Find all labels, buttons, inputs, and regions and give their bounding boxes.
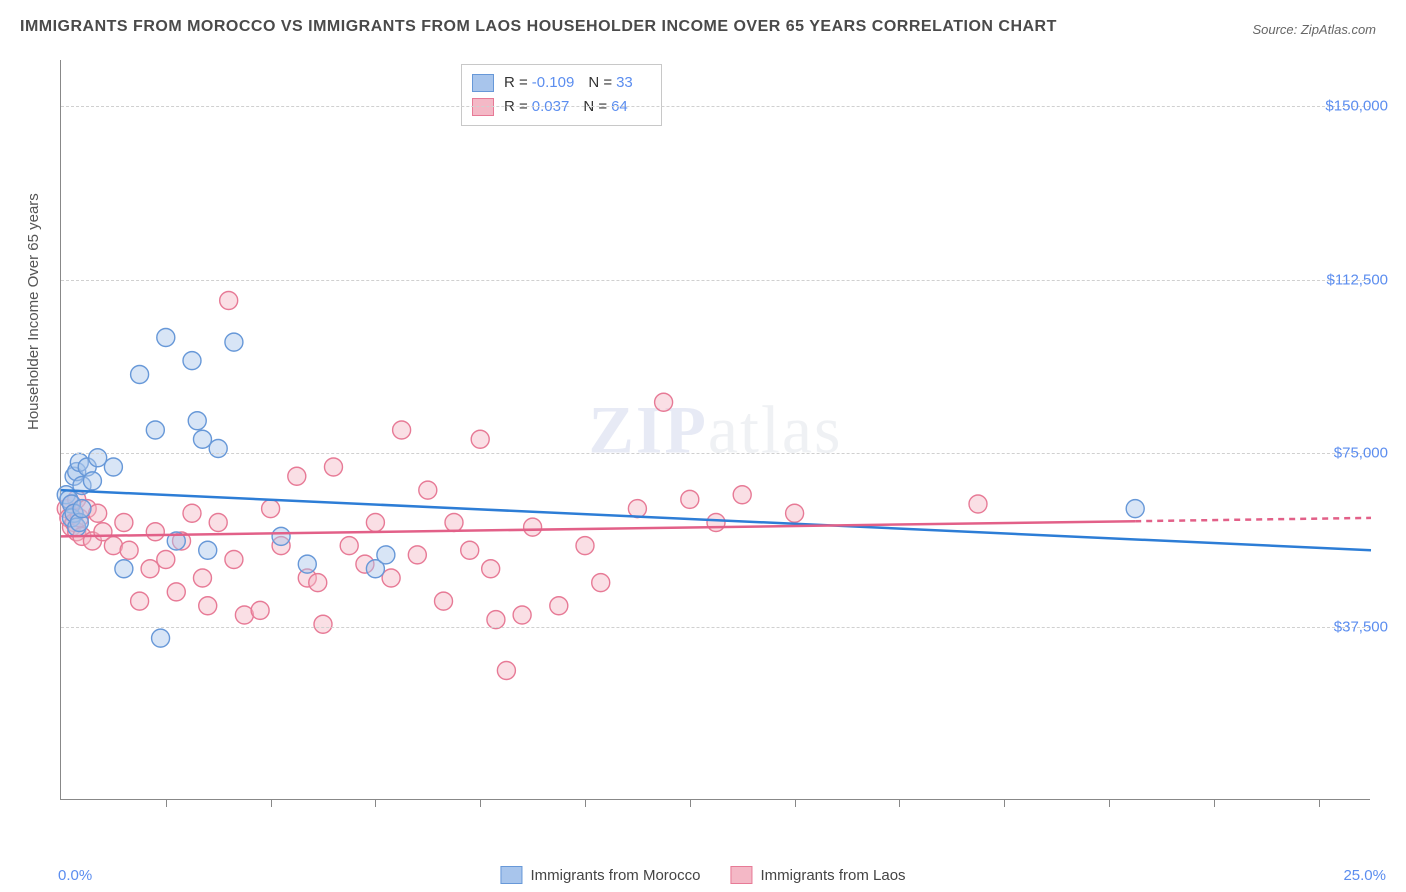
series-legend: Immigrants from Morocco Immigrants from … xyxy=(500,866,905,884)
y-tick-label: $37,500 xyxy=(1334,618,1388,635)
plot-area: ZIPatlas R =-0.109N =33 R =0.037N =64 xyxy=(60,60,1370,800)
chart-title: IMMIGRANTS FROM MOROCCO VS IMMIGRANTS FR… xyxy=(20,18,1057,36)
swatch-morocco xyxy=(472,74,494,92)
x-min-label: 0.0% xyxy=(58,867,92,884)
x-max-label: 25.0% xyxy=(1343,867,1386,884)
legend-item-laos: Immigrants from Laos xyxy=(731,866,906,884)
scatter-svg xyxy=(61,60,1370,799)
y-tick-label: $112,500 xyxy=(1327,271,1388,288)
legend-row-morocco: R =-0.109N =33 xyxy=(472,71,647,95)
source-attribution: Source: ZipAtlas.com xyxy=(1252,22,1376,37)
legend-label: Immigrants from Laos xyxy=(761,867,906,884)
swatch-icon xyxy=(731,866,753,884)
legend-item-morocco: Immigrants from Morocco xyxy=(500,866,700,884)
correlation-legend: R =-0.109N =33 R =0.037N =64 xyxy=(461,64,662,126)
y-tick-label: $150,000 xyxy=(1325,98,1388,115)
legend-label: Immigrants from Morocco xyxy=(530,867,700,884)
y-tick-label: $75,000 xyxy=(1334,445,1388,462)
swatch-icon xyxy=(500,866,522,884)
y-axis-label: Householder Income Over 65 years xyxy=(25,193,42,430)
